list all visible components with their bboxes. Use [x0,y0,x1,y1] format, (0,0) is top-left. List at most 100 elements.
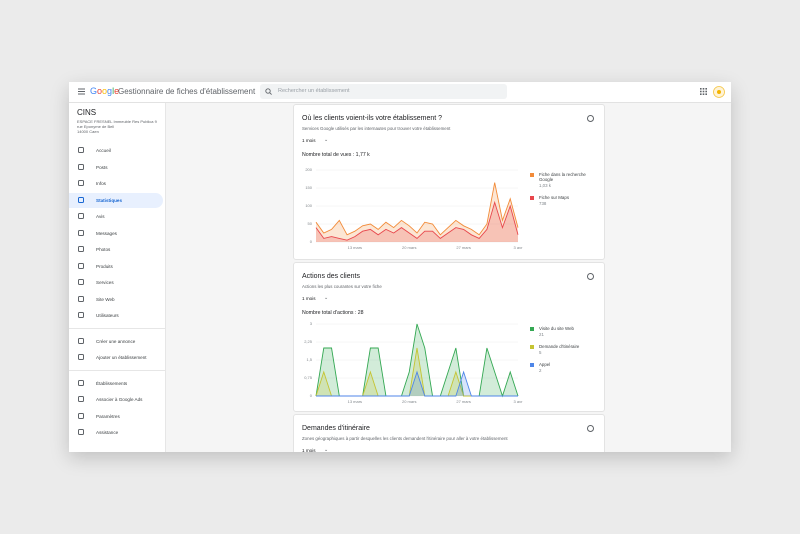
period-dropdown[interactable]: 1 mois ⌄ [302,447,334,452]
legend-swatch [530,344,534,349]
nav-label: Associer à Google Ads [96,397,143,402]
legend-value: 738 [539,200,547,206]
nav-icon [78,295,84,302]
help-button[interactable] [587,115,594,122]
chart: 0 0,75 1,5 2,25 3 13 mars 20 mars 27 mars 3 avr [304,321,523,404]
nav-icon [78,262,84,269]
series-line [315,182,519,236]
menu-button[interactable] [78,88,85,95]
address-line: rue Eponyme de Bell [77,124,115,129]
card: Où les clients voient-ils votre établiss… [293,104,605,260]
nav-label: Établissements [96,380,128,386]
period-dropdown[interactable]: 1 mois ⌄ [302,295,334,304]
nav-item[interactable]: Posts [69,160,163,175]
help-button[interactable] [587,273,594,280]
nav-item[interactable]: Utilisateurs [69,308,163,323]
dropdown-arrow: ⌄ [324,295,329,301]
series-line [315,200,519,241]
legend-swatch [530,362,534,367]
nav-item[interactable]: Produits [69,259,163,274]
nav-icon [78,147,84,153]
nav-icon [78,429,84,435]
period-label: 1 mois [302,448,316,452]
x-tick-label: 20 mars [402,399,416,404]
chart: 0 50 100 150 200 13 mars 20 mars 27 mars 3 avr [305,167,524,250]
business-name: CINS [77,108,97,117]
x-tick-label: 3 avr [514,245,524,250]
period-dropdown[interactable]: 1 mois ⌄ [302,137,334,146]
nav-icon [78,412,84,419]
nav-item[interactable]: Paramètres [69,409,163,424]
nav-item[interactable]: Créer une annonce [69,334,163,349]
y-tick-label: 1,5 [306,357,312,362]
search-placeholder: Rechercher un établissement [278,88,350,94]
legend-name: Demande d'itinéraire [539,344,580,349]
nav-item[interactable]: Services [69,275,163,290]
area-fill [316,182,518,242]
nav-icon [78,246,84,252]
legend-value: 21 [539,331,544,337]
x-tick-label: 13 mars [348,399,362,404]
sidebar: CINS ESPACE FRESNEL Immeuble Res Publica … [69,103,166,452]
nav-icon [78,312,84,318]
top-bar: Google Gestionnaire de fiches d'établiss… [69,82,731,103]
nav-label: Messages [96,230,117,236]
area-fill [316,202,518,242]
account-avatar[interactable] [713,86,725,98]
nav-icon [78,213,84,219]
nav-label: Statistiques [96,197,123,203]
card-subtitle: Zones géographiques à partir desquelles … [302,436,508,441]
nav-label: Accueil [96,148,111,153]
nav-item[interactable]: Accueil [69,143,163,158]
nav-item[interactable]: Photos [69,242,163,257]
legend-swatch [530,326,534,331]
apps-button[interactable] [700,88,707,95]
y-tick-label: 100 [305,203,312,208]
card-subtitle: Actions les plus courantes sur votre fic… [302,284,382,289]
area-fill [316,324,518,396]
divider [69,369,165,371]
x-tick-label: 27 mars [456,399,470,404]
nav-label: Paramètres [96,413,120,419]
y-tick-label: 0 [310,239,313,244]
legend-name: Appel [539,362,551,367]
y-tick-label: 3 [310,321,313,326]
period-label: 1 mois [302,138,316,143]
legend-name: Fiche dans la recherche Google [539,172,586,182]
y-tick-label: 150 [305,185,312,190]
legend-name: Fiche sur Maps [539,195,570,200]
help-button[interactable] [587,425,594,432]
nav-label: Photos [96,247,111,252]
card-title: Où les clients voient-ils votre établiss… [302,115,443,122]
address-line: ESPACE FRESNEL Immeuble Res Publica 9 [77,119,157,124]
total-label: Nombre total d'actions : 28 [302,310,364,316]
nav-icon [78,396,84,402]
nav-icon [78,163,84,170]
nav-item[interactable]: Messages [69,226,163,241]
nav-label: Avis [96,214,105,219]
nav-item[interactable]: Avis [69,209,163,224]
nav-icon [78,279,84,285]
nav-item[interactable]: Infos [69,176,163,191]
nav-item[interactable]: Assistance [69,425,163,440]
nav-icon [78,354,84,360]
nav-label: Infos [96,181,106,186]
nav-item[interactable]: Statistiques [69,192,163,208]
x-tick-label: 20 mars [402,245,416,250]
search-box[interactable]: Rechercher un établissement [260,84,507,99]
card: Actions des clients Actions les plus cour… [293,262,605,412]
nav-item[interactable]: Ajouter un établissement [69,350,163,365]
nav-item[interactable]: Établissements [69,376,163,391]
card-title: Demandes d'itinéraire [302,425,370,432]
nav-item[interactable]: Associer à Google Ads [69,392,163,407]
app-window: Google Gestionnaire de fiches d'établiss… [69,82,731,452]
period-label: 1 mois [302,296,316,301]
dropdown-arrow: ⌄ [324,137,329,143]
legend-swatch [530,195,534,200]
divider [69,327,165,329]
legend-value: 2 [539,367,542,373]
card: Demandes d'itinéraire Zones géographiques… [293,414,605,452]
nav-item[interactable]: Site Web [69,292,163,307]
nav-label: Services [96,280,114,285]
